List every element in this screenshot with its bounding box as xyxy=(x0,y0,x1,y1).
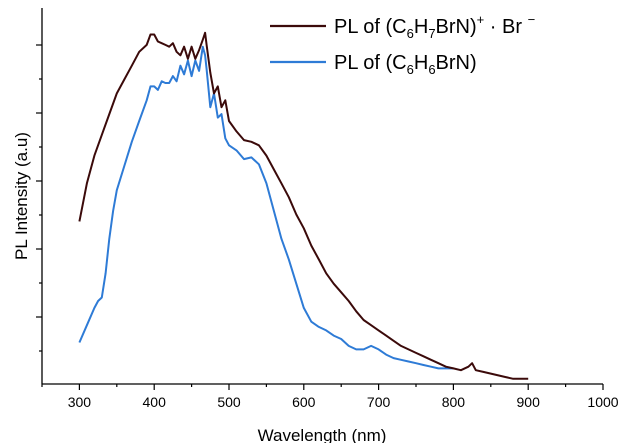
x-tick-label: 1000 xyxy=(587,394,618,410)
series-line-2 xyxy=(78,45,454,370)
x-tick-label: 300 xyxy=(68,394,92,410)
x-tick-label: 800 xyxy=(442,394,466,410)
y-ticks xyxy=(36,44,42,352)
x-tick-label: 900 xyxy=(517,394,541,410)
x-tick-label: 400 xyxy=(143,394,167,410)
legend-label-series-2: PL of (C6H6BrN) xyxy=(334,52,477,77)
y-axis-title: PL Intensity (a.u) xyxy=(12,132,31,260)
x-axis-title: Wavelength (nm) xyxy=(258,426,387,443)
legend: PL of (C6H7BrN)+ · Br − PL of (C6H6BrN) xyxy=(270,12,535,77)
legend-label-series-1: PL of (C6H7BrN)+ · Br − xyxy=(334,12,535,41)
x-tick-label: 600 xyxy=(292,394,316,410)
x-tick-label: 700 xyxy=(367,394,391,410)
plot-lines xyxy=(78,31,529,380)
x-ticks: 300 400 500 600 700 800 900 1000 xyxy=(41,384,619,410)
series-line-1 xyxy=(78,31,529,380)
x-tick-label: 500 xyxy=(217,394,241,410)
